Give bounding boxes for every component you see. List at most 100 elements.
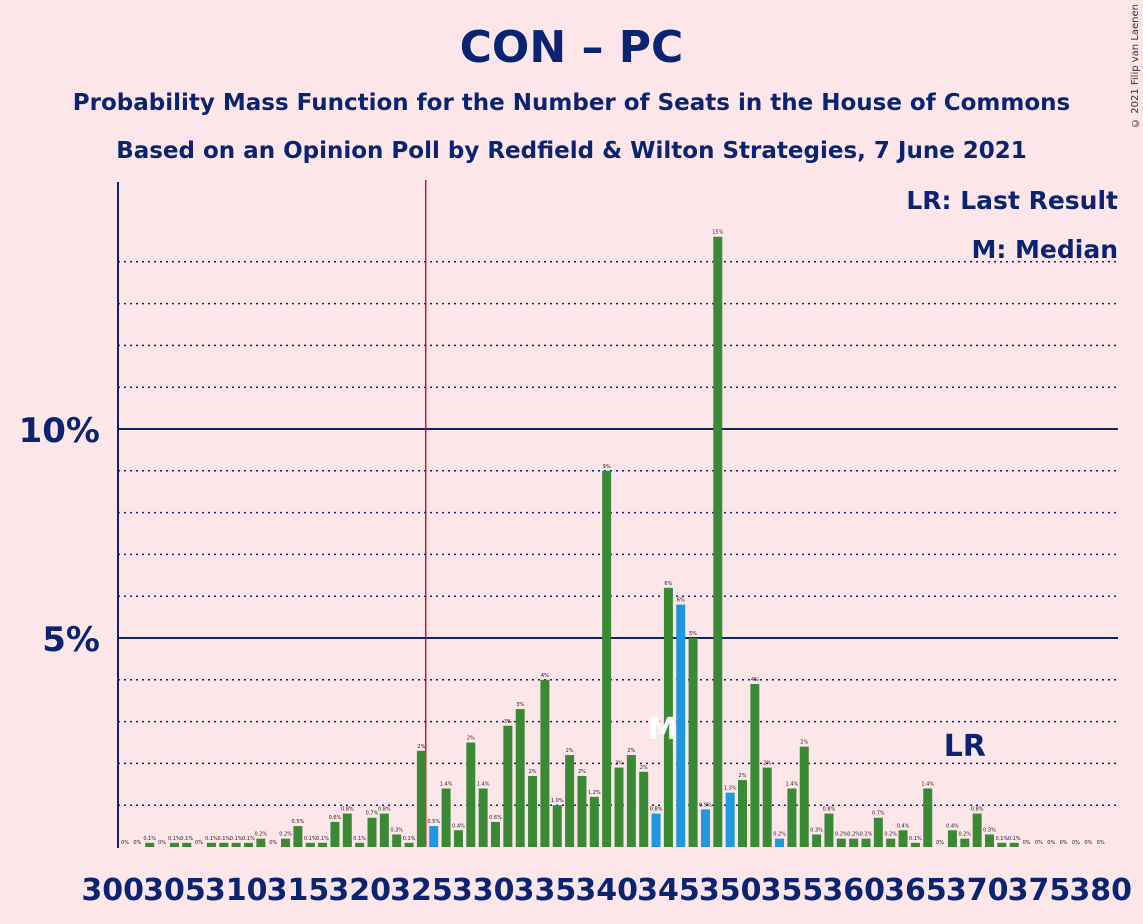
bar-seat-311	[244, 842, 253, 847]
data-label: 0.2%	[860, 832, 873, 838]
bar-seat-342	[626, 755, 636, 847]
bar-seat-353	[762, 767, 772, 847]
y-tick-label: 10%	[19, 411, 100, 451]
bar-seat-318	[330, 821, 340, 847]
bar-seat-320	[355, 842, 365, 847]
data-label: 0.1%	[316, 836, 329, 842]
data-label: 0.6%	[489, 815, 502, 821]
data-label: 0%	[158, 840, 166, 846]
data-label: 4%	[751, 677, 759, 683]
data-label: 1.4%	[440, 781, 453, 787]
x-tick-label: 365	[884, 873, 947, 908]
bar-seat-366	[923, 788, 933, 847]
bar-seat-314	[281, 838, 291, 847]
data-label: 0.4%	[452, 823, 465, 829]
bar-seat-309	[219, 842, 229, 847]
data-label: 2%	[800, 740, 808, 746]
x-tick-label: 370	[946, 873, 1009, 908]
data-label: 9%	[603, 464, 611, 470]
bar-seat-305	[169, 842, 179, 847]
bar-seat-343	[639, 771, 649, 847]
bar-seat-331	[491, 821, 500, 847]
data-label: 0.1%	[242, 836, 255, 842]
bar-seat-330	[478, 788, 488, 847]
data-label: 0.4%	[897, 823, 910, 829]
bar-seat-310	[231, 842, 241, 847]
x-tick-label: 310	[205, 873, 268, 908]
data-label: 1.0%	[551, 798, 564, 804]
data-label: 0.1%	[205, 836, 218, 842]
chart-title: CON – PC	[459, 22, 684, 73]
bar-seat-324	[404, 842, 414, 847]
last-result-marker: LR	[944, 729, 986, 764]
data-label: 0%	[1035, 840, 1043, 846]
data-label: 3%	[516, 702, 524, 708]
x-tick-label: 380	[1069, 873, 1132, 908]
data-label: 0.9%	[699, 802, 712, 808]
bar-seat-322	[379, 813, 389, 847]
x-tick-label: 350	[699, 873, 762, 908]
data-label: 0.2%	[884, 832, 897, 838]
data-label: 6%	[677, 598, 685, 604]
data-label: 0.6%	[329, 815, 342, 821]
data-label: 0%	[1047, 840, 1055, 846]
data-label: 0.2%	[847, 832, 860, 838]
bar-seat-338	[577, 775, 587, 847]
bar-seat-312	[256, 838, 266, 847]
x-tick-label: 340	[575, 873, 638, 908]
data-label: 0.5%	[427, 819, 440, 825]
legend-last-result: LR: Last Result	[906, 186, 1118, 215]
data-label: 0.1%	[403, 836, 416, 842]
x-tick-label: 375	[1008, 873, 1071, 908]
bar-seat-334	[528, 775, 538, 847]
data-label: 2%	[578, 769, 586, 775]
data-label: 0.7%	[872, 811, 885, 817]
data-label: 2%	[417, 744, 425, 750]
x-tick-label: 325	[390, 873, 453, 908]
bar-seat-365	[910, 842, 920, 847]
median-marker: M	[647, 712, 677, 747]
x-tick-label: 320	[328, 873, 391, 908]
data-label: 0.1%	[168, 836, 181, 842]
bar-seat-350	[725, 792, 735, 847]
bar-seat-351	[738, 780, 747, 847]
bar-seat-359	[836, 838, 846, 847]
data-label: 0%	[1084, 840, 1092, 846]
data-label: 2%	[615, 761, 623, 767]
data-label: 0.1%	[1008, 836, 1021, 842]
bar-seat-323	[392, 834, 402, 847]
bar-seat-372	[997, 842, 1007, 847]
data-label: 2%	[763, 761, 771, 767]
bar-seat-371	[985, 834, 994, 847]
data-label: 1.4%	[477, 781, 490, 787]
data-label: 0%	[121, 840, 129, 846]
bar-seat-319	[342, 813, 352, 847]
bar-seat-358	[824, 813, 834, 847]
data-label: 0.2%	[773, 832, 786, 838]
bar-seat-347	[688, 638, 698, 847]
bar-seat-308	[206, 842, 216, 847]
bar-seat-325	[416, 750, 426, 847]
data-label: 0.3%	[390, 827, 403, 833]
bar-seat-306	[182, 842, 192, 847]
data-label: 0.1%	[180, 836, 193, 842]
bar-seat-336	[552, 805, 562, 847]
data-label: 0.1%	[909, 836, 922, 842]
bar-seat-349	[713, 236, 723, 848]
bar-seat-337	[565, 755, 575, 847]
data-label: 0%	[195, 840, 203, 846]
bar-seat-327	[441, 788, 451, 847]
x-tick-label: 360	[822, 873, 885, 908]
data-label: 0%	[133, 840, 141, 846]
data-label: 1.2%	[588, 790, 601, 796]
bar-seat-333	[515, 709, 525, 847]
data-label: 15%	[712, 230, 723, 236]
data-label: 2%	[627, 748, 635, 754]
data-label: 0%	[1060, 840, 1068, 846]
data-label: 6%	[664, 581, 672, 587]
data-label: 0.3%	[983, 827, 996, 833]
bar-seat-354	[775, 838, 785, 847]
legend-median: M: Median	[971, 235, 1118, 264]
data-label: 0.1%	[230, 836, 243, 842]
x-tick-label: 335	[514, 873, 577, 908]
